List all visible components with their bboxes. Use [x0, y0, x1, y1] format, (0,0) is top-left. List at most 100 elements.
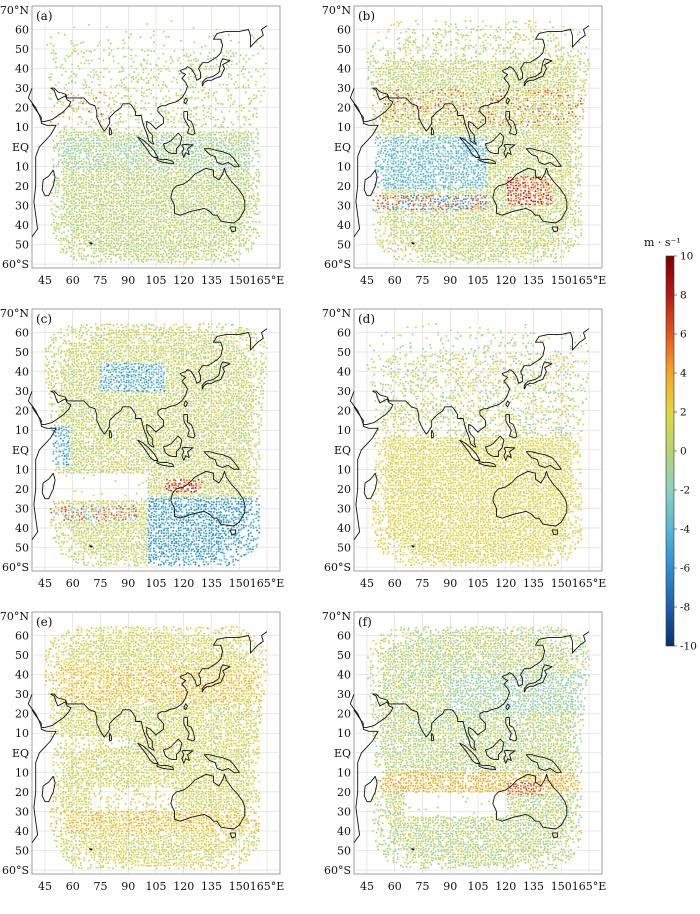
lon-label: 75 — [93, 274, 107, 287]
wind-point — [82, 185, 84, 187]
wind-point — [88, 211, 90, 213]
wind-point — [61, 218, 63, 220]
wind-point — [125, 213, 127, 215]
wind-point — [123, 170, 125, 172]
wind-point — [153, 226, 155, 228]
wind-point — [70, 174, 72, 176]
wind-point — [256, 116, 258, 118]
wind-point — [208, 243, 210, 245]
wind-point — [170, 56, 172, 58]
wind-point — [210, 57, 212, 59]
wind-point — [128, 221, 130, 223]
wind-point — [60, 243, 62, 245]
wind-point — [190, 240, 192, 242]
wind-point — [73, 149, 75, 151]
wind-point — [75, 207, 77, 209]
wind-point — [66, 159, 68, 161]
wind-point — [158, 178, 160, 180]
wind-point — [101, 146, 103, 148]
wind-point — [113, 218, 115, 220]
wind-point — [168, 232, 170, 234]
wind-point — [220, 182, 222, 184]
wind-point — [215, 206, 217, 208]
wind-point — [528, 55, 530, 57]
wind-point — [170, 121, 172, 123]
wind-point — [148, 82, 150, 84]
wind-point — [218, 254, 220, 256]
wind-point — [483, 35, 485, 37]
wind-point — [77, 218, 79, 220]
wind-point — [238, 251, 240, 253]
wind-point — [158, 73, 160, 75]
wind-point — [192, 195, 194, 197]
wind-point — [485, 25, 487, 27]
wind-point — [160, 149, 162, 151]
wind-point — [132, 162, 134, 164]
wind-point — [91, 206, 93, 208]
wind-point — [103, 253, 105, 255]
wind-point — [186, 219, 188, 221]
wind-point — [165, 190, 167, 192]
wind-point — [153, 207, 155, 209]
wind-point — [145, 256, 147, 258]
wind-point — [87, 137, 89, 139]
wind-point — [65, 190, 67, 192]
wind-point — [181, 232, 183, 234]
wind-point — [455, 26, 457, 28]
wind-point — [168, 112, 170, 114]
wind-point — [83, 174, 85, 176]
wind-point — [160, 103, 162, 105]
wind-point — [213, 139, 215, 141]
wind-point — [213, 222, 215, 224]
wind-point — [56, 235, 58, 237]
wind-point — [160, 185, 162, 187]
wind-point — [115, 190, 117, 192]
wind-point — [218, 127, 220, 129]
wind-point — [557, 56, 559, 58]
wind-point — [240, 161, 242, 163]
wind-point — [110, 147, 112, 149]
wind-point — [108, 240, 110, 242]
wind-point — [158, 210, 160, 212]
wind-point — [128, 190, 130, 192]
wind-point — [143, 185, 145, 187]
wind-point — [170, 190, 172, 192]
wind-point — [208, 140, 210, 142]
wind-point — [63, 231, 65, 233]
wind-point — [211, 209, 213, 211]
wind-point — [65, 214, 67, 216]
wind-point — [52, 140, 54, 142]
wind-point — [239, 223, 241, 225]
wind-point — [124, 42, 126, 44]
wind-point — [554, 63, 556, 65]
wind-point — [70, 132, 72, 134]
wind-point — [156, 234, 158, 236]
wind-point — [448, 25, 450, 27]
wind-point — [98, 143, 100, 145]
wind-point — [117, 48, 119, 50]
wind-point — [73, 26, 75, 28]
wind-point — [479, 37, 481, 39]
wind-point — [223, 179, 225, 181]
wind-point — [534, 31, 536, 33]
wind-point — [110, 197, 112, 199]
wind-point — [503, 66, 505, 68]
wind-point — [127, 139, 129, 141]
wind-point — [250, 187, 252, 189]
wind-point — [227, 148, 229, 150]
wind-point — [58, 150, 60, 152]
wind-point — [93, 142, 95, 144]
wind-point — [150, 169, 152, 171]
wind-point — [183, 98, 185, 100]
wind-point — [110, 170, 112, 172]
wind-point — [153, 50, 155, 52]
wind-point — [121, 181, 123, 183]
wind-point — [147, 198, 149, 200]
wind-point — [133, 156, 135, 158]
wind-point — [56, 165, 58, 167]
wind-point — [146, 221, 148, 223]
wind-point — [188, 193, 190, 195]
wind-point — [261, 94, 263, 96]
wind-point — [131, 189, 133, 191]
wind-point — [102, 213, 104, 215]
